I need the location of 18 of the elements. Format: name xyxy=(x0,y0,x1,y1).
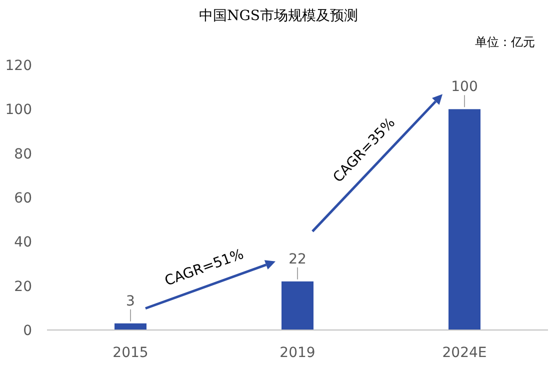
data-label: 3 xyxy=(126,293,135,310)
x-tick-label: 2019 xyxy=(280,345,316,361)
y-tick-label: 20 xyxy=(14,278,32,295)
bar xyxy=(282,281,314,330)
x-tick-label: 2024E xyxy=(442,345,487,361)
data-label: 22 xyxy=(288,251,306,268)
y-tick-label: 60 xyxy=(14,190,32,206)
y-tick-label: 120 xyxy=(5,58,32,74)
y-tick-label: 80 xyxy=(14,146,32,162)
y-tick-label: 40 xyxy=(14,234,32,251)
data-label: 100 xyxy=(451,79,478,96)
bar xyxy=(114,323,146,330)
chart-title: 中国NGS市场规模及预测 xyxy=(198,8,358,24)
y-tick-label: 0 xyxy=(23,323,32,339)
y-tick-label: 100 xyxy=(5,102,32,118)
chart-subtitle: 单位：亿元 xyxy=(475,35,535,49)
bar xyxy=(448,109,480,330)
x-tick-label: 2015 xyxy=(112,345,148,361)
